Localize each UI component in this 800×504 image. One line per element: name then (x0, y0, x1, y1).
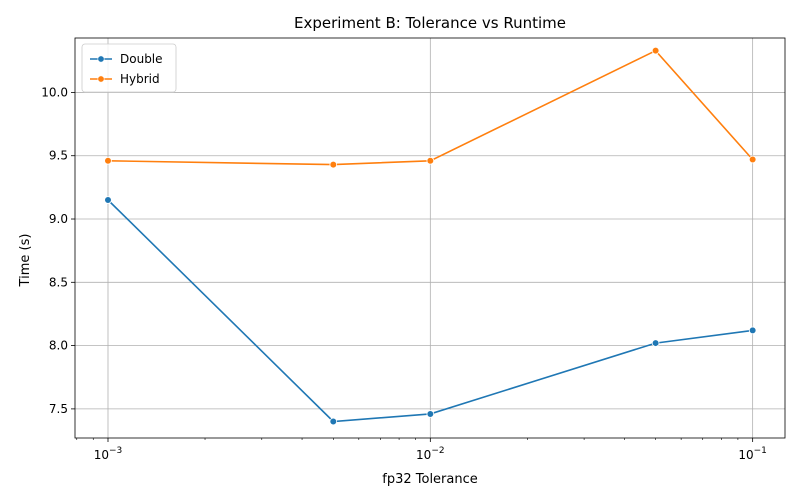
legend-label: Double (120, 52, 163, 66)
y-tick-label: 8.0 (49, 339, 68, 353)
x-axis-label: fp32 Tolerance (382, 472, 478, 487)
data-point-hybrid (426, 156, 435, 165)
chart-title: Experiment B: Tolerance vs Runtime (294, 14, 566, 32)
grid-layer (75, 38, 785, 438)
data-point-hybrid (651, 46, 660, 55)
y-tick-label: 9.5 (49, 149, 68, 163)
legend-box (81, 43, 177, 93)
x-tick-label: 10−1 (738, 446, 767, 462)
data-point-hybrid (748, 155, 757, 164)
data-point-double (329, 417, 338, 426)
legend-marker (97, 75, 105, 83)
data-point-double (426, 410, 435, 418)
legend-label: Hybrid (120, 72, 160, 86)
y-axis-label: Time (s) (18, 234, 33, 288)
legend-marker (97, 55, 105, 63)
data-point-double (748, 326, 757, 335)
legend: Double Hybrid (81, 43, 177, 93)
x-tick-label: 10−2 (416, 446, 445, 462)
y-tick-label: 10.0 (41, 85, 68, 99)
x-tick-label: 10−3 (94, 446, 123, 462)
y-tick-label: 7.5 (49, 402, 68, 416)
data-point-double (651, 339, 660, 347)
axes-layer: 10−3 10−2 10−1 7.5 8.0 8.5 9.0 9.5 10.0 (41, 85, 767, 462)
data-point-double (104, 196, 112, 204)
y-tick-label: 9.0 (49, 212, 68, 226)
series-layer (104, 46, 757, 426)
data-point-hybrid (329, 160, 338, 169)
y-tick-label: 8.5 (49, 275, 68, 289)
data-point-hybrid (104, 156, 112, 165)
